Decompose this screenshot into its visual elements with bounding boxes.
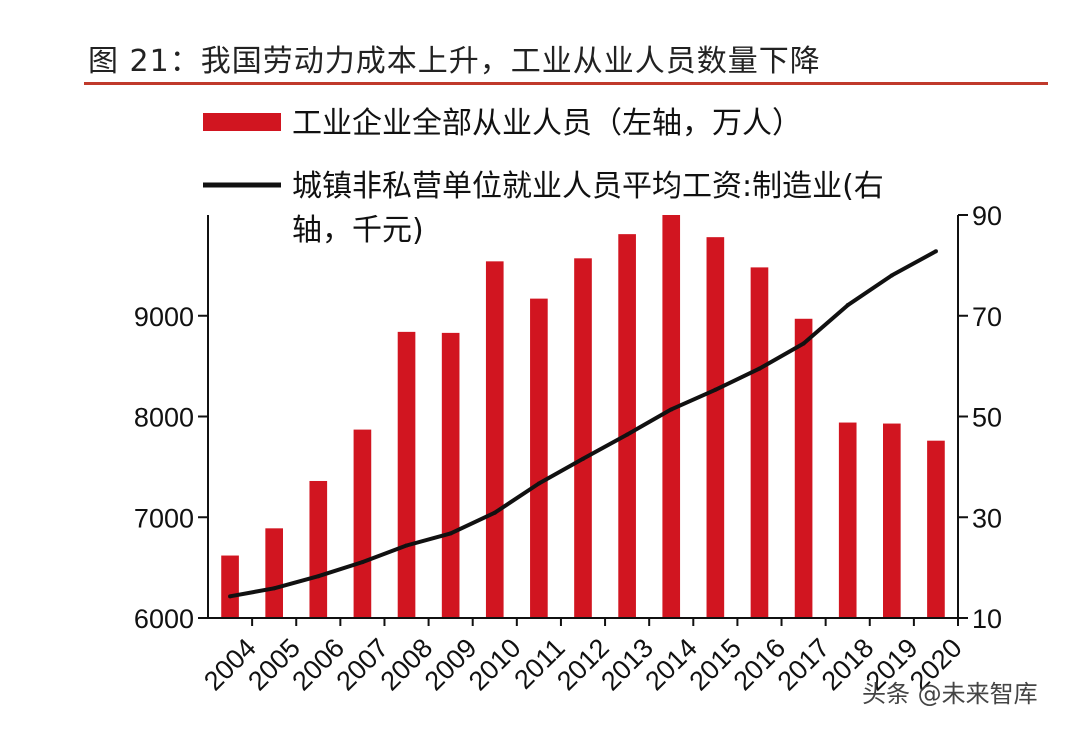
line-point-2010: [492, 510, 497, 515]
legend-label-line-2: 轴，千元): [292, 213, 424, 248]
left-tick-label-6000: 6000: [134, 604, 194, 634]
left-axis-ticks: 6000 7000 8000 9000: [134, 302, 208, 634]
line-point-2015: [713, 387, 718, 392]
watermark: 头条 @未来智库: [862, 680, 1038, 708]
bar-2010: [485, 261, 504, 618]
right-tick-label-30: 30: [972, 503, 1002, 533]
line-point-2005: [272, 586, 277, 591]
line-point-2008: [404, 543, 409, 548]
bar-2008: [397, 331, 416, 618]
x-axis-ticks: 2004200520062007200820092010201120122013…: [198, 618, 968, 696]
legend-label-bar: 工业企业全部从业人员（左轴，万人）: [292, 106, 802, 141]
line-points: [228, 249, 938, 599]
bar-2007: [353, 429, 372, 618]
legend: 工业企业全部从业人员（左轴，万人） 城镇非私营单位就业人员平均工资:制造业(右 …: [203, 106, 884, 248]
bar-2009: [441, 332, 460, 618]
bar-2017: [794, 318, 813, 618]
line-point-2014: [669, 407, 674, 412]
left-tick-label-7000: 7000: [134, 503, 194, 533]
line-point-2004: [228, 594, 233, 599]
line-point-2020: [933, 249, 938, 254]
line-point-2016: [757, 366, 762, 371]
line-point-2006: [316, 574, 321, 579]
right-tick-label-50: 50: [972, 403, 1002, 433]
bar-2015: [706, 237, 725, 619]
line-point-2018: [845, 303, 850, 308]
right-tick-label-10: 10: [972, 604, 1002, 634]
bar-2020: [927, 440, 945, 618]
title-divider: [84, 82, 1048, 85]
bar-2006: [309, 480, 328, 618]
left-tick-label-9000: 9000: [134, 302, 194, 332]
line-point-2012: [581, 456, 585, 461]
line-point-2019: [889, 273, 894, 278]
right-axis-ticks: 10 30 50 70 90: [958, 201, 1002, 634]
bar-2005: [265, 528, 283, 618]
line-point-2011: [536, 481, 541, 486]
right-tick-label-90: 90: [972, 201, 1002, 231]
bar-2013: [618, 234, 636, 618]
legend-swatch-bar: [203, 113, 281, 131]
bar-2012: [574, 258, 592, 618]
bar-2019: [883, 423, 901, 618]
bar-2004: [221, 555, 239, 618]
left-tick-label-8000: 8000: [134, 403, 194, 433]
bar-series: [221, 215, 945, 619]
figure-title: 图 21：我国劳动力成本上升，工业从业人员数量下降: [88, 44, 821, 79]
bar-2016: [750, 267, 769, 618]
bar-2018: [838, 422, 857, 618]
right-tick-label-70: 70: [972, 302, 1002, 332]
line-point-2007: [360, 560, 365, 565]
bar-2014: [662, 215, 681, 618]
line-point-2013: [625, 432, 630, 437]
line-point-2009: [448, 531, 453, 536]
legend-label-line-1: 城镇非私营单位就业人员平均工资:制造业(右: [292, 169, 884, 204]
line-point-2017: [801, 341, 806, 346]
bar-2011: [530, 298, 548, 618]
